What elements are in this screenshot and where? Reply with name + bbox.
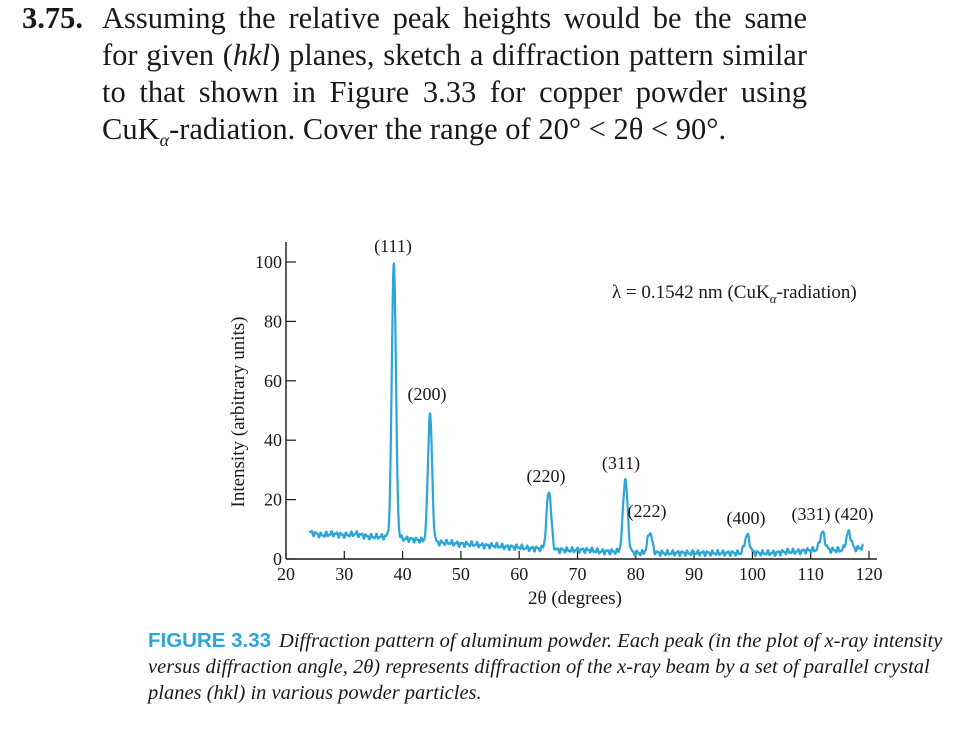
peak-label-4: (222) (628, 501, 667, 522)
x-tick-labels: 20 30 40 50 60 70 80 90 100 110 120 (277, 564, 883, 584)
peak-labels: (111) (200) (220) (311) (222) (400) (331) (420) (374, 236, 873, 529)
peak-label-5: (400) (727, 508, 766, 529)
caption-label: FIGURE 3.33 (148, 629, 272, 652)
peak-label-1: (200) (408, 384, 447, 405)
y-tick-label-60: 60 (264, 371, 282, 391)
problem-text-part1: Assuming the relative peak heights would… (102, 1, 807, 72)
figure-caption: FIGURE 3.33 Diffraction pattern of alumin… (148, 628, 948, 706)
x-tick-label-90: 90 (685, 564, 703, 584)
x-tick-label-30: 30 (335, 564, 353, 584)
problem-text-range: 20° < 2θ < 90°. (538, 112, 727, 146)
peak-label-7: (420) (835, 504, 874, 525)
x-tick-label-110: 110 (798, 564, 824, 584)
y-tick-labels: 0 20 40 60 80 100 (255, 252, 282, 569)
problem-text-part2: ) planes, sketch a diffraction pattern s… (102, 38, 807, 146)
wavelength-annotation: λ = 0.1542 nm (CuKα-radiation) (612, 282, 857, 306)
problem-text-hkl: hkl (232, 38, 271, 72)
x-tick-label-70: 70 (569, 564, 587, 584)
x-axis-label: 2θ (degrees) (528, 588, 622, 609)
y-tick-label-100: 100 (255, 252, 282, 272)
annotation-sub: α (770, 291, 778, 306)
x-tick-label-20: 20 (277, 564, 295, 584)
x-tick-label-50: 50 (452, 564, 470, 584)
problem-text-part3: -radiation. Cover the range of (169, 112, 539, 146)
intensity-series-line (308, 262, 864, 558)
y-tick-label-20: 20 (264, 490, 282, 510)
y-tick-label-40: 40 (264, 430, 282, 450)
annotation-suffix: -radiation) (777, 282, 857, 303)
y-tick-label-0: 0 (273, 549, 282, 569)
problem-text-sub: α (159, 130, 170, 151)
x-tick-label-60: 60 (510, 564, 528, 584)
chart-axes (285, 242, 877, 560)
y-axis-label: Intensity (arbitrary units) (228, 316, 249, 507)
peak-label-2: (220) (527, 466, 566, 487)
annotation-prefix: λ = 0.1542 nm (CuK (612, 282, 770, 303)
x-tick-label-100: 100 (739, 564, 766, 584)
peak-label-6: (331) (792, 504, 831, 525)
x-tick-label-40: 40 (394, 564, 412, 584)
peak-label-3: (311) (602, 453, 640, 474)
x-tick-label-80: 80 (627, 564, 645, 584)
caption-text: Diffraction pattern of aluminum powder. … (148, 630, 943, 704)
peak-label-0: (111) (374, 236, 412, 257)
y-tick-label-80: 80 (264, 311, 282, 331)
x-tick-label-120: 120 (856, 564, 883, 584)
problem-number: 3.75. (22, 1, 83, 35)
problem-text: Assuming the relative peak heights would… (102, 0, 807, 159)
